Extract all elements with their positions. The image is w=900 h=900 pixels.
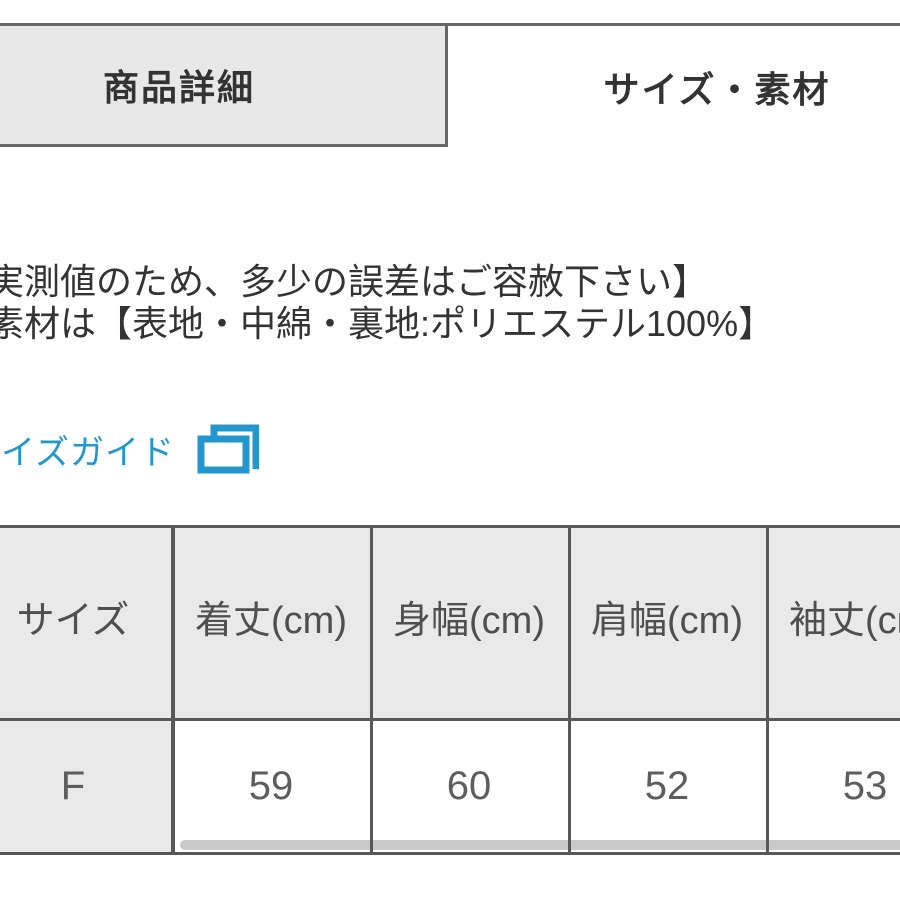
table-cell-length: 59	[248, 764, 294, 808]
horizontal-scrollbar-thumb[interactable]	[180, 840, 900, 850]
tab-product-detail[interactable]: 商品詳細	[0, 23, 448, 147]
size-guide-label: サイズガイド	[0, 433, 175, 472]
table-row-header-background	[0, 721, 172, 855]
table-border-bottom	[0, 852, 900, 855]
table-row-size-label: F	[60, 764, 86, 808]
table-cell-shoulder-width: 52	[644, 764, 690, 808]
open-in-new-window-icon	[197, 424, 259, 474]
tab-size-material-label: サイズ・素材	[603, 68, 831, 110]
tab-size-material[interactable]: サイズ・素材	[448, 23, 900, 147]
table-divider-2	[370, 525, 373, 855]
table-divider-1	[171, 525, 175, 855]
column-header-shoulder-width: 肩幅(cm)	[591, 600, 743, 642]
description-line-1: 実測値のため、多少の誤差はご容赦下さい】	[0, 261, 709, 302]
column-header-size: サイズ	[16, 600, 130, 642]
table-divider-3	[568, 525, 571, 855]
table-divider-4	[766, 525, 769, 855]
size-guide-link[interactable]: サイズガイド	[0, 424, 259, 474]
table-cell-sleeve-length: 53	[842, 764, 888, 808]
tab-bar: 商品詳細 サイズ・素材	[0, 23, 900, 147]
table-border-top	[0, 525, 900, 528]
column-header-length: 着丈(cm)	[195, 600, 347, 642]
material-description: 実測値のため、多少の誤差はご容赦下さい】 素材は【表地・中綿・裏地:ポリエステル…	[0, 261, 774, 345]
tab-product-detail-label: 商品詳細	[102, 67, 255, 108]
column-header-body-width: 身幅(cm)	[393, 600, 545, 642]
table-cell-body-width: 60	[446, 764, 492, 808]
table-header-background	[0, 525, 900, 721]
table-border-middle	[0, 718, 900, 721]
column-header-sleeve-length: 袖丈(cm)	[789, 600, 900, 642]
size-table: サイズ 着丈(cm) 身幅(cm) 肩幅(cm) 袖丈(cm) F 59 60 …	[0, 525, 900, 855]
description-line-2: 素材は【表地・中綿・裏地:ポリエステル100%】	[0, 303, 775, 344]
